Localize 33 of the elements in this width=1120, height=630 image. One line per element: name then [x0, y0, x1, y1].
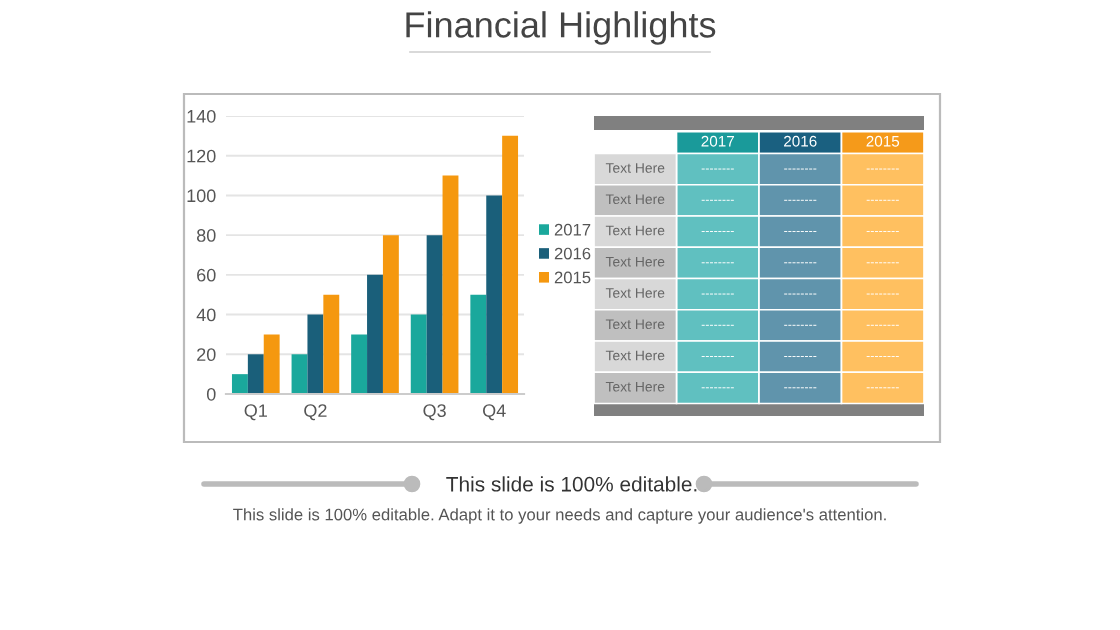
legend-label: 2017 — [554, 223, 591, 236]
bar — [382, 235, 399, 394]
bar — [307, 314, 324, 394]
x-tick-label: Q4 — [483, 404, 506, 421]
y-tick-label: 0 — [206, 387, 216, 401]
legend-label: 2016 — [554, 247, 591, 260]
bar — [486, 195, 503, 394]
bar — [231, 374, 248, 394]
y-tick-label: 80 — [196, 229, 216, 242]
bar — [410, 314, 427, 394]
bar — [502, 135, 519, 394]
bar — [367, 274, 383, 394]
chart-title: Financial Highlights — [406, 11, 716, 45]
legend-label: 2015 — [554, 271, 591, 284]
x-tick-label: Q3 — [423, 404, 446, 421]
bar — [291, 354, 308, 394]
x-tick-label: Q1 — [244, 404, 267, 421]
bar — [470, 294, 487, 394]
bar — [442, 175, 459, 394]
bar — [247, 354, 264, 394]
y-tick-label: 100 — [187, 189, 216, 203]
bar — [351, 334, 368, 394]
y-tick-label: 60 — [197, 268, 216, 282]
text: This slide is 100% editable. — [446, 476, 697, 492]
y-tick-label: 120 — [187, 149, 216, 163]
bar — [426, 235, 443, 394]
y-tick-label: 40 — [196, 308, 216, 322]
bar — [263, 334, 280, 394]
text: This slide is 100% editable. Adapt it to your needs and capture your audience's attention. — [233, 508, 886, 524]
y-tick-label: 20 — [197, 348, 216, 362]
bar — [323, 294, 340, 394]
y-tick-label: 140 — [187, 109, 216, 123]
x-tick-label: Q2 — [304, 404, 327, 421]
